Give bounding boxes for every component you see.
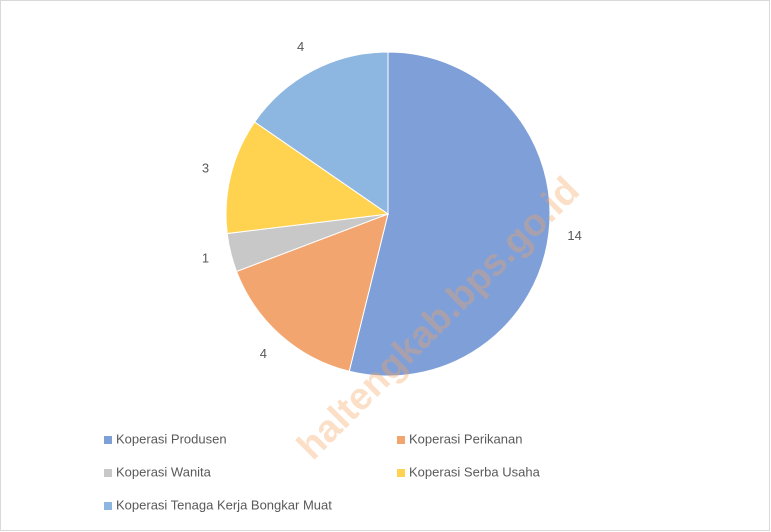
pie: 14 4 1 3 4	[202, 39, 582, 377]
data-label: 14	[567, 228, 581, 243]
pie-slice	[253, 51, 389, 215]
data-label: 1	[202, 250, 209, 265]
legend-label: Koperasi Perikanan	[409, 431, 522, 446]
pie-slice	[235, 213, 389, 372]
data-label: 4	[260, 346, 267, 361]
legend-swatch	[104, 469, 112, 477]
legend-swatch	[104, 436, 112, 444]
legend-swatch	[397, 469, 405, 477]
pie-slice	[348, 51, 551, 377]
legend-label: Koperasi Tenaga Kerja Bongkar Muat	[116, 497, 332, 512]
data-label: 4	[297, 39, 304, 54]
legend-label: Koperasi Wanita	[116, 464, 212, 479]
legend-label: Koperasi Produsen	[116, 431, 227, 446]
legend-swatch	[397, 436, 405, 444]
data-label: 3	[202, 160, 209, 175]
legend: Koperasi Produsen Koperasi Perikanan Koper…	[104, 431, 541, 512]
pie-slice	[225, 121, 390, 235]
legend-label: Koperasi Serba Usaha	[409, 464, 541, 479]
legend-swatch	[104, 502, 112, 510]
